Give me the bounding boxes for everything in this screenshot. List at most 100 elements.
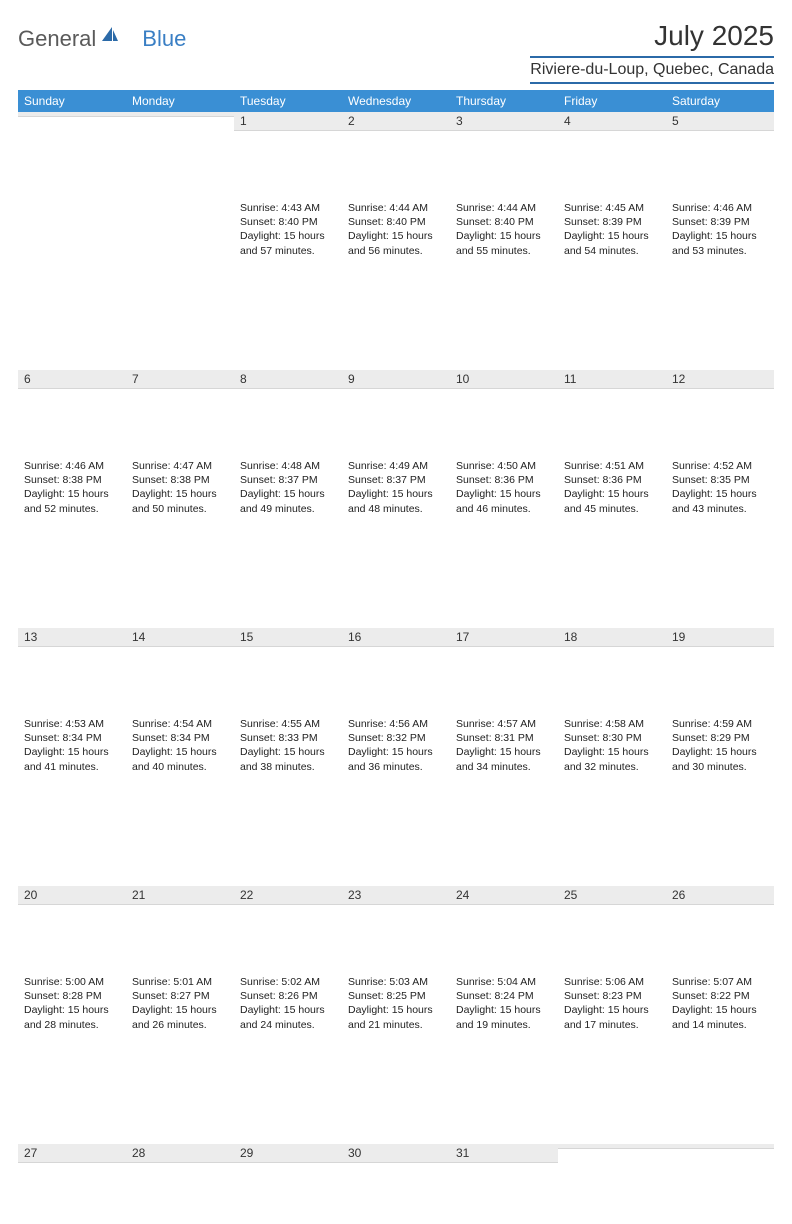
daylight-line: Daylight: 15 hours and 43 minutes. xyxy=(672,487,768,515)
day-number: 1 xyxy=(234,112,342,131)
sunset-line: Sunset: 8:39 PM xyxy=(564,215,660,229)
day-number xyxy=(18,112,126,117)
day-number: 28 xyxy=(126,1144,234,1163)
day-number: 14 xyxy=(126,628,234,647)
day-number: 26 xyxy=(666,886,774,905)
day-number: 31 xyxy=(450,1144,558,1163)
daylight-line: Daylight: 15 hours and 52 minutes. xyxy=(24,487,120,515)
daylight-line: Daylight: 15 hours and 14 minutes. xyxy=(672,1003,768,1031)
daylight-line: Daylight: 15 hours and 49 minutes. xyxy=(240,487,336,515)
day-header: Saturday xyxy=(666,90,774,112)
sunset-line: Sunset: 8:25 PM xyxy=(348,989,444,1003)
day-number: 20 xyxy=(18,886,126,905)
day-number xyxy=(558,1144,666,1149)
day-number: 19 xyxy=(666,628,774,647)
sunrise-line: Sunrise: 4:47 AM xyxy=(132,459,228,473)
week-separator xyxy=(18,542,774,628)
daylight-line: Daylight: 15 hours and 28 minutes. xyxy=(24,1003,120,1031)
day-number: 6 xyxy=(18,370,126,389)
day-number: 8 xyxy=(234,370,342,389)
day-content: Sunrise: 5:06 AMSunset: 8:23 PMDaylight:… xyxy=(558,972,666,1038)
day-header: Tuesday xyxy=(234,90,342,112)
daylight-line: Daylight: 15 hours and 46 minutes. xyxy=(456,487,552,515)
sunrise-line: Sunrise: 4:53 AM xyxy=(24,717,120,731)
sunset-line: Sunset: 8:34 PM xyxy=(24,731,120,745)
sail-icon xyxy=(100,25,120,48)
day-content: Sunrise: 4:56 AMSunset: 8:32 PMDaylight:… xyxy=(342,714,450,780)
day-content: Sunrise: 4:43 AMSunset: 8:40 PMDaylight:… xyxy=(234,198,342,264)
day-number: 13 xyxy=(18,628,126,647)
sunrise-line: Sunrise: 5:01 AM xyxy=(132,975,228,989)
day-number: 10 xyxy=(450,370,558,389)
sunset-line: Sunset: 8:32 PM xyxy=(348,731,444,745)
sunrise-line: Sunrise: 4:50 AM xyxy=(456,459,552,473)
day-number: 15 xyxy=(234,628,342,647)
daylight-line: Daylight: 15 hours and 56 minutes. xyxy=(348,229,444,257)
daynum-row: 12345 xyxy=(18,112,774,198)
month-title: July 2025 xyxy=(530,20,774,52)
sunset-line: Sunset: 8:31 PM xyxy=(456,731,552,745)
day-number: 29 xyxy=(234,1144,342,1163)
sunrise-line: Sunrise: 4:45 AM xyxy=(564,201,660,215)
sunset-line: Sunset: 8:40 PM xyxy=(348,215,444,229)
sunset-line: Sunset: 8:29 PM xyxy=(672,731,768,745)
sunrise-line: Sunrise: 4:44 AM xyxy=(456,201,552,215)
daylight-line: Daylight: 15 hours and 17 minutes. xyxy=(564,1003,660,1031)
sunrise-line: Sunrise: 4:46 AM xyxy=(672,201,768,215)
day-content: Sunrise: 5:00 AMSunset: 8:28 PMDaylight:… xyxy=(18,972,126,1038)
sunset-line: Sunset: 8:28 PM xyxy=(24,989,120,1003)
sunset-line: Sunset: 8:40 PM xyxy=(240,215,336,229)
daylight-line: Daylight: 15 hours and 19 minutes. xyxy=(456,1003,552,1031)
day-number: 23 xyxy=(342,886,450,905)
day-number: 3 xyxy=(450,112,558,131)
daynum-row: 2728293031 xyxy=(18,1144,774,1224)
sunrise-line: Sunrise: 5:04 AM xyxy=(456,975,552,989)
header: General Blue July 2025 Riviere-du-Loup, … xyxy=(18,20,774,84)
day-content: Sunrise: 5:04 AMSunset: 8:24 PMDaylight:… xyxy=(450,972,558,1038)
day-content: Sunrise: 4:49 AMSunset: 8:37 PMDaylight:… xyxy=(342,456,450,522)
day-number: 18 xyxy=(558,628,666,647)
sunrise-line: Sunrise: 4:54 AM xyxy=(132,717,228,731)
day-number: 2 xyxy=(342,112,450,131)
daylight-line: Daylight: 15 hours and 21 minutes. xyxy=(348,1003,444,1031)
week-separator xyxy=(18,800,774,886)
day-header: Wednesday xyxy=(342,90,450,112)
day-content-row: Sunrise: 4:43 AMSunset: 8:40 PMDaylight:… xyxy=(18,198,774,284)
daylight-line: Daylight: 15 hours and 48 minutes. xyxy=(348,487,444,515)
day-content: Sunrise: 4:51 AMSunset: 8:36 PMDaylight:… xyxy=(558,456,666,522)
day-number: 12 xyxy=(666,370,774,389)
daylight-line: Daylight: 15 hours and 32 minutes. xyxy=(564,745,660,773)
sunrise-line: Sunrise: 5:06 AM xyxy=(564,975,660,989)
sunrise-line: Sunrise: 4:55 AM xyxy=(240,717,336,731)
day-content: Sunrise: 5:03 AMSunset: 8:25 PMDaylight:… xyxy=(342,972,450,1038)
day-header-row: Sunday Monday Tuesday Wednesday Thursday… xyxy=(18,90,774,112)
sunrise-line: Sunrise: 4:52 AM xyxy=(672,459,768,473)
sunset-line: Sunset: 8:22 PM xyxy=(672,989,768,1003)
sunrise-line: Sunrise: 5:02 AM xyxy=(240,975,336,989)
daylight-line: Daylight: 15 hours and 55 minutes. xyxy=(456,229,552,257)
day-content: Sunrise: 4:58 AMSunset: 8:30 PMDaylight:… xyxy=(558,714,666,780)
sunrise-line: Sunrise: 4:48 AM xyxy=(240,459,336,473)
sunrise-line: Sunrise: 4:43 AM xyxy=(240,201,336,215)
day-content: Sunrise: 4:52 AMSunset: 8:35 PMDaylight:… xyxy=(666,456,774,522)
sunset-line: Sunset: 8:37 PM xyxy=(240,473,336,487)
sunset-line: Sunset: 8:36 PM xyxy=(456,473,552,487)
day-content: Sunrise: 4:45 AMSunset: 8:39 PMDaylight:… xyxy=(558,198,666,264)
sunrise-line: Sunrise: 5:07 AM xyxy=(672,975,768,989)
brand-word1: General xyxy=(18,26,96,52)
day-number: 11 xyxy=(558,370,666,389)
sunset-line: Sunset: 8:34 PM xyxy=(132,731,228,745)
day-content: Sunrise: 4:50 AMSunset: 8:36 PMDaylight:… xyxy=(450,456,558,522)
day-content: Sunrise: 5:07 AMSunset: 8:22 PMDaylight:… xyxy=(666,972,774,1038)
daynum-row: 6789101112 xyxy=(18,370,774,456)
day-content-row: Sunrise: 4:46 AMSunset: 8:38 PMDaylight:… xyxy=(18,456,774,542)
sunset-line: Sunset: 8:37 PM xyxy=(348,473,444,487)
sunrise-line: Sunrise: 4:51 AM xyxy=(564,459,660,473)
day-number: 27 xyxy=(18,1144,126,1163)
sunset-line: Sunset: 8:23 PM xyxy=(564,989,660,1003)
day-content-row: Sunrise: 5:00 AMSunset: 8:28 PMDaylight:… xyxy=(18,972,774,1058)
day-header: Friday xyxy=(558,90,666,112)
day-number: 9 xyxy=(342,370,450,389)
day-number: 17 xyxy=(450,628,558,647)
sunset-line: Sunset: 8:35 PM xyxy=(672,473,768,487)
